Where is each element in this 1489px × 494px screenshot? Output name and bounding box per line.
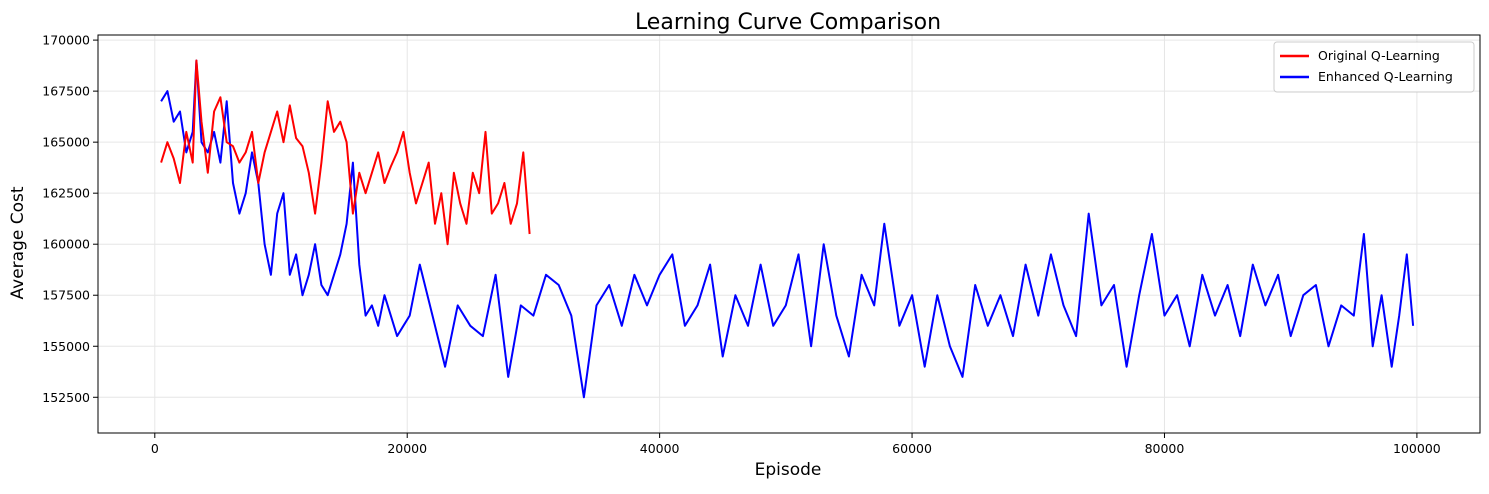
y-tick-label: 165000 — [42, 135, 90, 150]
x-tick-label: 100000 — [1393, 441, 1441, 456]
y-tick-label: 152500 — [42, 390, 90, 405]
series-line-original-q-learning — [160, 59, 531, 246]
plot-frame — [97, 34, 1481, 434]
series-lines — [160, 59, 1415, 399]
x-tick-label: 0 — [151, 441, 159, 456]
x-tick-label: 80000 — [1145, 441, 1185, 456]
x-axis-label: Episode — [755, 460, 822, 480]
y-tick-label: 170000 — [42, 33, 90, 48]
legend-box — [1273, 41, 1475, 93]
y-tick-label: 155000 — [42, 339, 90, 354]
x-axis-ticks: 0 20000 40000 60000 80000 100000 — [151, 433, 1441, 456]
y-tick-label: 157500 — [42, 288, 90, 303]
x-tick-label: 20000 — [387, 441, 427, 456]
y-axis-ticks: 152500 155000 157500 160000 162500 165000 1675… — [42, 33, 98, 405]
legend-label-enhanced: Enhanced Q-Learning — [1318, 69, 1453, 84]
x-tick-label: 60000 — [892, 441, 932, 456]
y-tick-label: 167500 — [42, 84, 90, 99]
chart-title: Learning Curve Comparison — [635, 10, 941, 35]
legend-label-original: Original Q-Learning — [1318, 48, 1440, 63]
y-tick-label: 160000 — [42, 237, 90, 252]
series-line-enhanced-q-learning — [160, 59, 1415, 399]
legend: Original Q-Learning Enhanced Q-Learning — [1273, 41, 1475, 93]
grid — [98, 35, 1480, 433]
y-axis-label: Average Cost — [8, 186, 28, 299]
y-tick-label: 162500 — [42, 186, 90, 201]
x-tick-label: 40000 — [640, 441, 680, 456]
